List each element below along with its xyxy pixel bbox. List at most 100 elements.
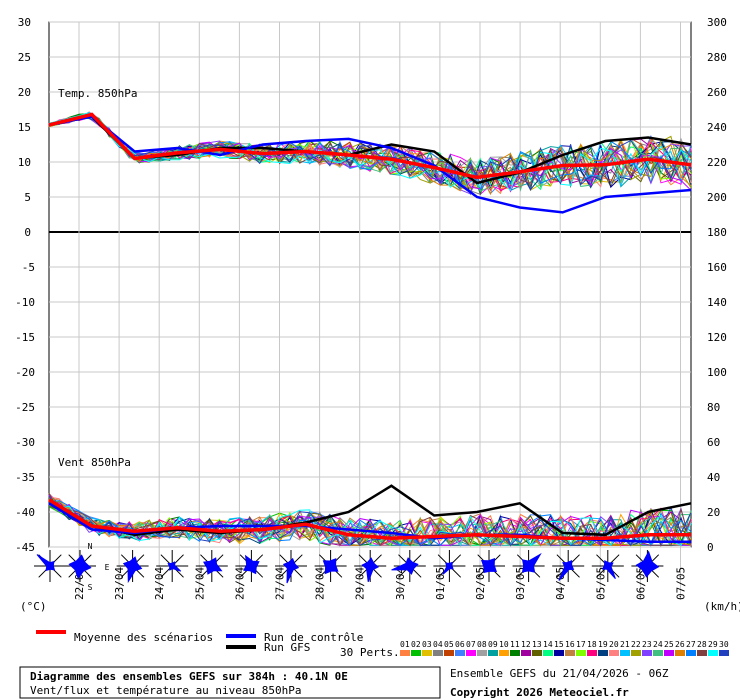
- wind-rose: [552, 550, 585, 582]
- wind-tick-right: 40: [707, 471, 720, 484]
- pert-id: 21: [620, 640, 630, 649]
- wind-tick-left: -25: [15, 401, 35, 414]
- wind-tick-right: 60: [707, 436, 720, 449]
- wind-rose-petal: [68, 554, 92, 580]
- wind-rose: [195, 550, 228, 582]
- pert-id: 01: [400, 640, 410, 649]
- temp-series-line: [48, 115, 692, 214]
- pert-id: 08: [477, 640, 487, 649]
- wind-rose: [473, 550, 505, 582]
- pert-swatch: [444, 650, 454, 656]
- temp-pert-line: [48, 115, 692, 192]
- wind-rose-petal: [558, 559, 575, 581]
- pert-id: 16: [565, 640, 575, 649]
- temp-panel-label: Temp. 850hPa: [58, 87, 137, 100]
- pert-id: 18: [587, 640, 597, 649]
- wind-rose-petal: [361, 557, 379, 582]
- wind-tick-right: 100: [707, 366, 727, 379]
- pert-id: 14: [543, 640, 553, 649]
- temp-tick-left: 0: [24, 226, 31, 239]
- pert-id: 13: [532, 640, 542, 649]
- main-series: [48, 112, 692, 544]
- wind-rose-petal: [521, 552, 542, 573]
- wind-tick-right: 160: [707, 261, 727, 274]
- compass-s: S: [88, 583, 93, 592]
- pert-id: 26: [675, 640, 685, 649]
- pert-swatch: [576, 650, 586, 656]
- date-label: 02/05: [474, 567, 487, 600]
- pert-swatch: [455, 650, 465, 656]
- wind-tick-left: -30: [15, 436, 35, 449]
- legend-gfs-label: Run GFS: [264, 641, 310, 654]
- date-label: 26/04: [233, 567, 246, 600]
- wind-tick-right: 140: [707, 296, 727, 309]
- temp-tick-right: 220: [707, 156, 727, 169]
- compass-n: N: [88, 542, 93, 551]
- wind-rose-petal: [322, 558, 339, 575]
- pert-swatch: [631, 650, 641, 656]
- wind-rose-petal: [36, 554, 56, 572]
- temp-tick-left: 5: [24, 191, 31, 204]
- wind-rose: [64, 550, 96, 582]
- pert-id: 20: [609, 640, 619, 649]
- temp-tick-right: 260: [707, 86, 727, 99]
- wind-rose: [116, 550, 149, 584]
- pert-swatch: [697, 650, 707, 656]
- pert-swatch: [510, 650, 520, 656]
- pert-swatch: [719, 650, 729, 656]
- pert-id: 06: [455, 640, 465, 649]
- pert-swatch: [686, 650, 696, 656]
- wind-rose: [275, 550, 307, 584]
- pert-swatch: [422, 650, 432, 656]
- pert-swatch: [609, 650, 619, 656]
- temp-series-line: [48, 112, 692, 180]
- wind-tick-left: -35: [15, 471, 35, 484]
- wind-tick-left: -40: [15, 506, 35, 519]
- wind-rose-petal: [480, 557, 498, 574]
- pert-swatch: [642, 650, 652, 656]
- pert-id: 07: [466, 640, 476, 649]
- pert-swatch: [466, 650, 476, 656]
- wind-rose: [156, 550, 189, 582]
- pert-swatch: [477, 650, 487, 656]
- wind-rose: [631, 550, 664, 582]
- pert-swatch: [598, 650, 608, 656]
- wind-tick-right: 20: [707, 506, 720, 519]
- wind-rose-petal: [167, 561, 182, 572]
- pert-id: 02: [411, 640, 421, 649]
- date-label: 05/05: [594, 567, 607, 600]
- pert-id: 28: [697, 640, 707, 649]
- date-label: 07/05: [675, 567, 688, 600]
- wind-rose: [354, 550, 387, 582]
- temp-tick-right: 280: [707, 51, 727, 64]
- pert-swatch: [675, 650, 685, 656]
- pert-id: 03: [422, 640, 432, 649]
- date-label: 28/04: [314, 567, 327, 600]
- wind-tick-left: -5: [22, 261, 35, 274]
- date-label: 25/04: [193, 567, 206, 600]
- units-left: (°C): [20, 600, 47, 613]
- date-label: 03/05: [514, 567, 527, 600]
- date-label: 24/04: [153, 567, 166, 600]
- pert-swatch: [620, 650, 630, 656]
- pert-swatch: [565, 650, 575, 656]
- wind-rose-petal: [635, 550, 660, 578]
- footer-title: Diagramme des ensembles GEFS sur 384h : …: [30, 670, 348, 683]
- pert-id: 05: [444, 640, 454, 649]
- pert-swatch: [499, 650, 509, 656]
- legend-mean-label: Moyenne des scénarios: [74, 631, 213, 644]
- pert-id: 25: [664, 640, 674, 649]
- temp-pert-line: [48, 113, 692, 196]
- date-label: 30/04: [394, 567, 407, 600]
- temp-tick-left: 20: [18, 86, 31, 99]
- temp-tick-left: 15: [18, 121, 31, 134]
- date-label: 23/04: [113, 567, 126, 600]
- legend-control-label: Run de contrôle: [264, 631, 363, 644]
- pert-swatch: [433, 650, 443, 656]
- temp-tick-right: 300: [707, 16, 727, 29]
- wind-rose-petal: [391, 557, 419, 575]
- temp-tick-left: 30: [18, 16, 31, 29]
- pert-id: 15: [554, 640, 564, 649]
- wind-tick-right: 80: [707, 401, 720, 414]
- pert-swatch: [532, 650, 542, 656]
